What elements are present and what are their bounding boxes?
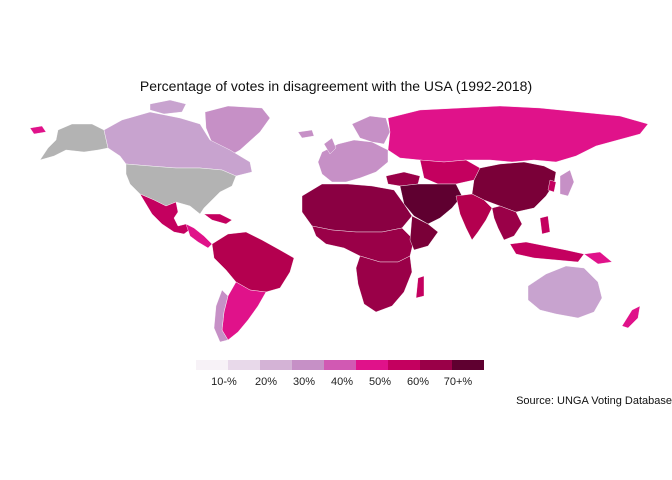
legend-gradient-bar bbox=[196, 360, 484, 370]
region-south-america-north bbox=[211, 231, 295, 293]
region-chile bbox=[213, 289, 229, 343]
region-papua bbox=[583, 251, 613, 265]
region-madagascar bbox=[415, 275, 425, 299]
region-canada bbox=[103, 111, 253, 177]
region-philippines bbox=[539, 215, 551, 235]
legend-label: 70+% bbox=[443, 376, 473, 388]
legend-label: 40% bbox=[330, 376, 354, 388]
region-russia bbox=[387, 105, 649, 163]
color-legend: 10-% 20% 30% 40% 50% 60% 70+% bbox=[196, 360, 484, 400]
region-middle-east bbox=[399, 183, 463, 225]
legend-color-step bbox=[356, 360, 388, 370]
legend-label: 60% bbox=[406, 376, 430, 388]
region-korea bbox=[547, 179, 557, 193]
region-new-zealand bbox=[621, 305, 641, 329]
legend-color-step bbox=[260, 360, 292, 370]
region-turkey bbox=[385, 171, 421, 187]
region-japan bbox=[559, 169, 575, 197]
region-greenland bbox=[204, 105, 271, 159]
legend-color-step bbox=[324, 360, 356, 370]
legend-label: 50% bbox=[368, 376, 392, 388]
map-source-credit: Source: UNGA Voting Database bbox=[516, 395, 672, 407]
legend-label: 30% bbox=[292, 376, 316, 388]
region-horn-of-africa bbox=[409, 215, 439, 251]
region-aleutian bbox=[29, 125, 47, 135]
legend-color-step bbox=[228, 360, 260, 370]
region-indonesia bbox=[509, 241, 585, 263]
legend-label: 20% bbox=[254, 376, 278, 388]
legend-color-step bbox=[420, 360, 452, 370]
region-central-asia bbox=[419, 159, 481, 185]
region-alaska bbox=[39, 123, 109, 161]
region-caribbean bbox=[203, 213, 233, 225]
region-scandinavia bbox=[351, 115, 391, 145]
legend-color-step bbox=[452, 360, 484, 370]
region-usa bbox=[125, 163, 237, 215]
legend-color-step bbox=[388, 360, 420, 370]
region-southern-africa bbox=[355, 255, 413, 313]
region-india bbox=[455, 193, 493, 241]
region-uk bbox=[323, 137, 337, 155]
region-iceland bbox=[297, 129, 315, 139]
legend-labels: 10-% 20% 30% 40% 50% 60% 70+% bbox=[196, 376, 484, 392]
region-europe-west bbox=[317, 139, 389, 183]
region-southeast-asia bbox=[491, 205, 523, 241]
region-central-america bbox=[185, 223, 213, 249]
map-title: Percentage of votes in disagreement with… bbox=[139, 78, 533, 94]
region-australia bbox=[527, 265, 603, 319]
region-canada-islands bbox=[149, 99, 187, 115]
legend-label: 10-% bbox=[211, 376, 237, 388]
legend-color-step bbox=[196, 360, 228, 370]
legend-color-step bbox=[292, 360, 324, 370]
region-north-africa bbox=[301, 183, 413, 233]
